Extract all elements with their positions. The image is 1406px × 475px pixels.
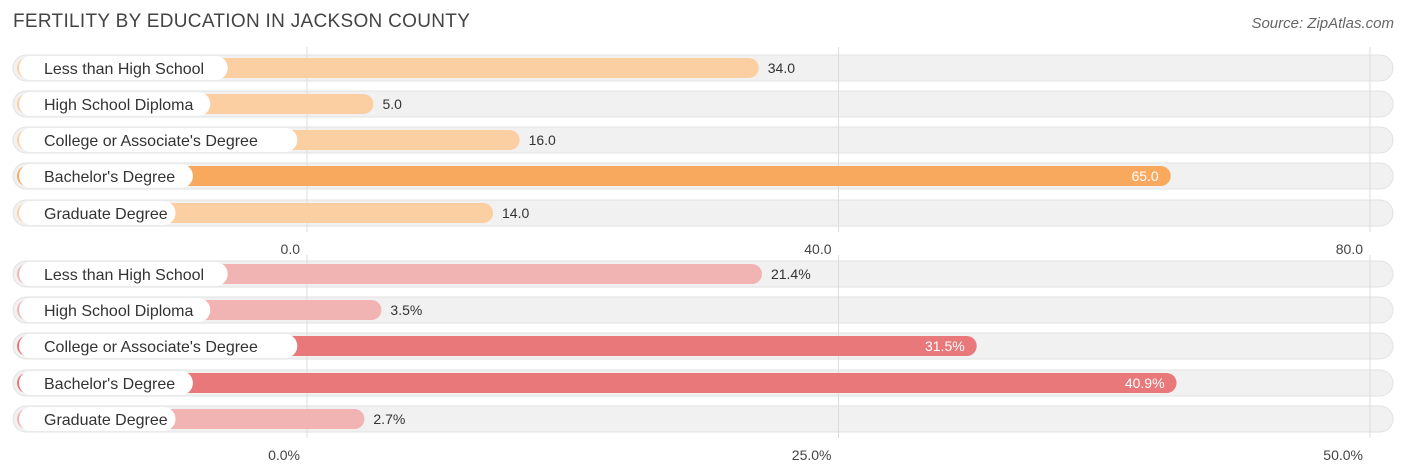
tick-label: 25.0% (792, 447, 832, 463)
chart-title: FERTILITY BY EDUCATION IN JACKSON COUNTY (13, 11, 471, 32)
category-pill (19, 128, 298, 152)
category-pill (19, 164, 193, 188)
tick-label: 50.0% (1323, 447, 1363, 463)
value-label: 3.5% (390, 302, 422, 318)
category-label: Graduate Degree (44, 206, 168, 223)
category-pill (19, 92, 211, 116)
source-credit: Source: ZipAtlas.com (1251, 15, 1394, 32)
value-label: 65.0 (1131, 168, 1158, 184)
tick-label: 0.0 (281, 241, 301, 257)
category-label: Bachelor's Degree (44, 169, 175, 186)
category-label: High School Diploma (44, 97, 194, 114)
category-label: College or Associate's Degree (44, 339, 258, 356)
category-pill (19, 56, 228, 80)
category-label: Graduate Degree (44, 412, 168, 429)
tick-label: 40.0 (804, 241, 831, 257)
category-pill (19, 407, 176, 431)
category-label: Less than High School (44, 61, 204, 78)
value-label: 2.7% (373, 411, 405, 427)
category-label: College or Associate's Degree (44, 133, 258, 150)
value-label: 40.9% (1125, 375, 1165, 391)
value-label: 34.0 (768, 60, 795, 76)
category-label: Bachelor's Degree (44, 376, 175, 393)
category-pill (19, 298, 211, 322)
value-label: 16.0 (529, 132, 556, 148)
category-pill (19, 262, 228, 286)
category-pill (19, 334, 298, 358)
category-pill (19, 201, 176, 225)
tick-label: 80.0 (1336, 241, 1363, 257)
percent-bar (17, 373, 1177, 393)
category-label: High School Diploma (44, 303, 194, 320)
value-label: 5.0 (382, 96, 402, 112)
category-pill (19, 371, 193, 395)
fertility-bar (17, 166, 1171, 186)
category-label: Less than High School (44, 267, 204, 284)
tick-label: 0.0% (268, 447, 300, 463)
value-label: 14.0 (502, 205, 529, 221)
value-label: 21.4% (771, 266, 811, 282)
value-label: 31.5% (925, 338, 965, 354)
